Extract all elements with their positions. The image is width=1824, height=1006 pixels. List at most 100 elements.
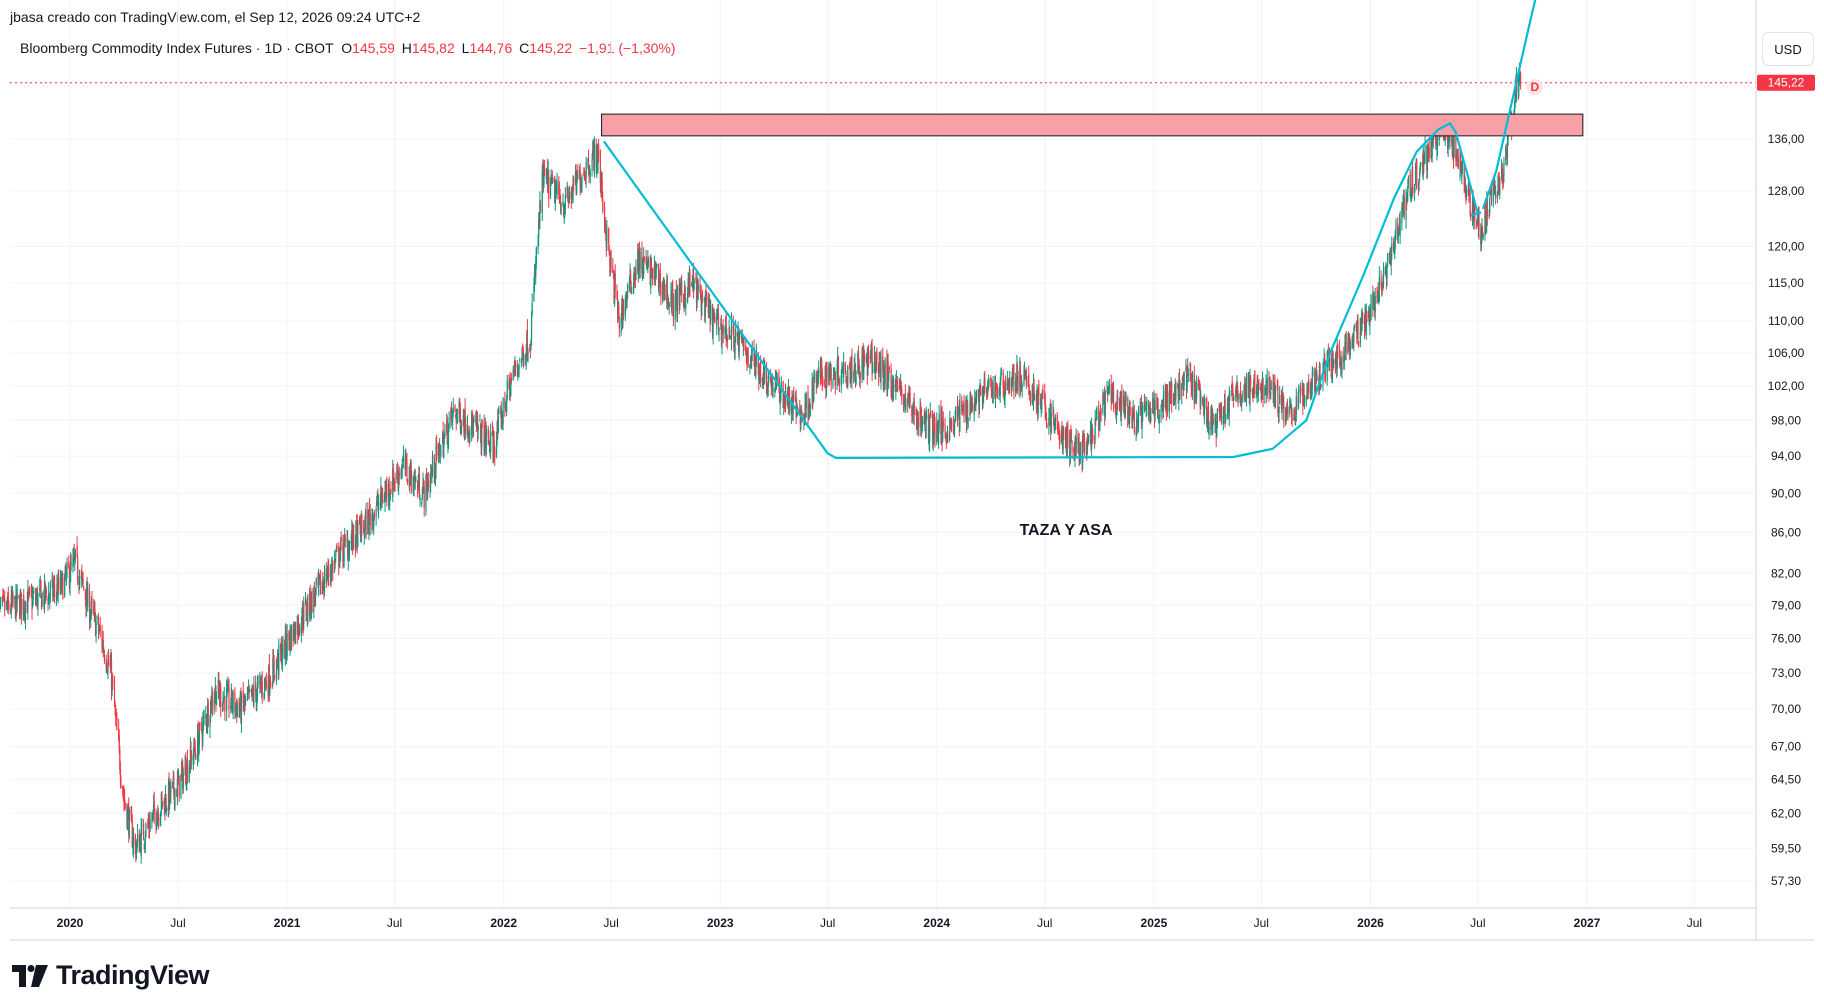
- candle-body: [207, 702, 209, 726]
- candle-body: [218, 679, 220, 692]
- candle-body: [234, 705, 237, 714]
- candle-body: [134, 834, 136, 846]
- candle-body: [1298, 390, 1300, 404]
- candle-body: [1148, 408, 1150, 417]
- candle-body: [1505, 149, 1507, 155]
- candle-body: [1463, 163, 1465, 185]
- candle-body: [450, 407, 453, 417]
- candle-body: [959, 400, 961, 431]
- candle-body: [630, 288, 632, 290]
- candle-body: [527, 351, 529, 360]
- candle-body: [722, 326, 724, 335]
- candle-body: [239, 708, 241, 714]
- candle-body: [145, 823, 147, 836]
- candle-body: [256, 695, 258, 706]
- candle-body: [605, 225, 607, 235]
- candle-body: [215, 696, 218, 706]
- candle-body: [1311, 371, 1313, 388]
- candle-body: [1106, 385, 1108, 387]
- candle-body: [1464, 179, 1466, 186]
- candle-body: [577, 174, 579, 178]
- candle-body: [226, 689, 228, 712]
- candle-body: [716, 317, 718, 325]
- candle-body: [789, 396, 791, 412]
- candle-body: [81, 571, 83, 576]
- tradingview-logo[interactable]: TradingView: [12, 960, 210, 991]
- candle-body: [724, 327, 726, 333]
- candle-body: [792, 394, 794, 411]
- candle-body: [439, 446, 441, 459]
- candle-body: [323, 571, 326, 595]
- candle-body: [843, 361, 845, 378]
- candle-body: [875, 368, 877, 371]
- candle-body: [1315, 368, 1318, 383]
- candle-body: [1436, 147, 1438, 151]
- candle-body: [641, 248, 643, 274]
- candle-body: [734, 339, 736, 354]
- candle-body: [705, 293, 708, 301]
- candle-body: [236, 705, 238, 718]
- candle-body: [681, 280, 683, 296]
- currency-button[interactable]: USD: [1762, 32, 1814, 66]
- candle-body: [194, 748, 196, 753]
- candle-body: [373, 512, 375, 518]
- candle-body: [1102, 393, 1104, 413]
- candle-body: [102, 640, 104, 651]
- candle-body: [1326, 357, 1328, 381]
- candle-body: [567, 190, 569, 199]
- candle-body: [754, 357, 756, 367]
- candle-body: [921, 422, 923, 432]
- candle-body: [1098, 407, 1100, 431]
- candle-body: [771, 380, 774, 393]
- candle-body: [513, 370, 515, 373]
- candle-body: [1237, 394, 1239, 400]
- candle-body: [554, 190, 556, 205]
- price-chart[interactable]: D 136,00 128,00 120,00 115,00 110,00 106,00 10…: [0, 0, 1824, 950]
- pattern-layer: D: [10, 0, 1756, 459]
- candle-body: [1319, 363, 1321, 384]
- candle-body: [1250, 377, 1252, 386]
- candle-body: [1411, 170, 1414, 195]
- candle-body: [741, 333, 743, 341]
- candle-body: [65, 570, 68, 579]
- candle-body: [487, 428, 489, 436]
- candle-body: [1394, 242, 1396, 254]
- symbol-name[interactable]: Bloomberg Commodity Index Futures · 1D ·…: [20, 40, 334, 56]
- candle-body: [601, 179, 603, 199]
- candle-body: [587, 156, 590, 170]
- candle-body: [425, 474, 428, 482]
- candle-body: [160, 793, 162, 812]
- candle-body: [1339, 356, 1341, 369]
- candle-body: [1153, 411, 1156, 419]
- candle-body: [933, 412, 935, 429]
- candle-body: [333, 558, 336, 571]
- candle-body: [305, 602, 307, 616]
- candle-body: [452, 410, 454, 422]
- candle-body: [630, 273, 632, 285]
- candle-body: [76, 546, 78, 556]
- price-tick-label: 76,00: [1771, 632, 1801, 646]
- candle-body: [269, 683, 272, 685]
- candle-body: [182, 774, 184, 789]
- candle-body: [1212, 419, 1214, 425]
- price-tick-label: 62,00: [1771, 806, 1801, 820]
- candle-body: [1150, 417, 1152, 421]
- candle-body: [263, 677, 266, 691]
- candle-body: [930, 411, 932, 418]
- candle-body: [438, 443, 440, 445]
- candle-body: [679, 283, 682, 286]
- candle-body: [1203, 399, 1205, 419]
- candle-body: [539, 204, 542, 209]
- low-label: L: [461, 40, 470, 56]
- candle-body: [718, 327, 720, 332]
- candle-body: [847, 365, 849, 387]
- candle-body: [598, 144, 600, 154]
- candle-body: [639, 252, 641, 269]
- candle-body: [1492, 180, 1494, 203]
- candle-body: [1394, 232, 1396, 242]
- dividend-marker: [1526, 78, 1543, 95]
- candle-body: [123, 798, 126, 804]
- candle-body: [1419, 163, 1421, 172]
- candle-body: [1079, 443, 1081, 460]
- time-tick-label: Jul: [820, 916, 835, 930]
